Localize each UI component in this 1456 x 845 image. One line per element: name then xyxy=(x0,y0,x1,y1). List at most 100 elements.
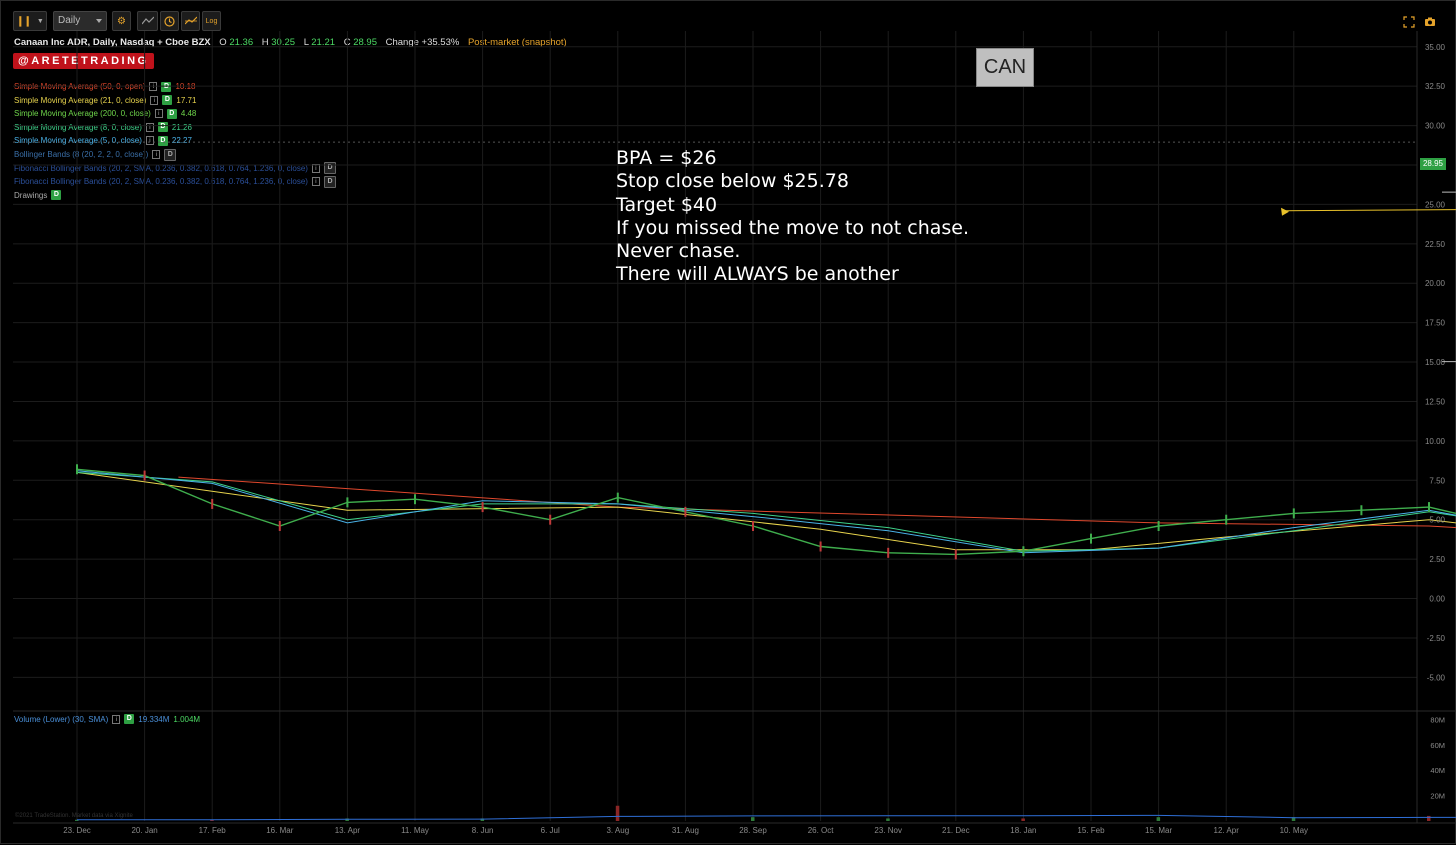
high-label: H xyxy=(261,37,269,48)
x-tick-label: 18. Jan xyxy=(1010,826,1036,835)
indicator-value: 17.71 xyxy=(176,95,197,105)
indicator-label: Bollinger Bands (8 (20, 2, 2, 0, close)) xyxy=(14,150,149,159)
info-icon[interactable]: i xyxy=(152,150,161,159)
volume-tick-label: 40M xyxy=(1430,766,1445,775)
x-tick-label: 3. Aug xyxy=(606,826,629,835)
gear-icon: ⚙ xyxy=(117,15,126,27)
indicator-row[interactable]: Simple Moving Average (50, 0, open) i D 10.… xyxy=(14,81,196,92)
data-badge-icon[interactable]: D xyxy=(124,714,135,724)
y-tick-label: 20.00 xyxy=(1425,279,1446,288)
x-tick-label: 23. Dec xyxy=(63,826,91,835)
indicator-value: 10.18 xyxy=(175,82,196,91)
series-line xyxy=(76,471,1456,552)
y-tick-label: 17.50 xyxy=(1425,319,1446,328)
info-icon[interactable]: i xyxy=(150,95,159,105)
indicator-row[interactable]: Simple Moving Average (21, 0, close) i D 17… xyxy=(14,95,196,106)
data-badge-icon[interactable]: D xyxy=(323,175,336,188)
data-badge-icon[interactable]: D xyxy=(157,122,168,133)
x-tick-label: 21. Dec xyxy=(942,826,970,835)
volume-value: 19.334M xyxy=(138,714,170,724)
data-badge-icon[interactable]: D xyxy=(323,162,336,175)
time-button[interactable] xyxy=(160,11,179,31)
volume-sma-value: 1.004M xyxy=(173,714,201,724)
interval-select[interactable]: Daily xyxy=(53,11,107,31)
indicator-row[interactable]: Fibonacci Bollinger Bands (20, 2, SMA, 0… xyxy=(14,162,336,175)
y-tick-label: 7.50 xyxy=(1429,476,1445,485)
y-tick-label: 15.00 xyxy=(1425,358,1446,367)
volume-sma-line xyxy=(77,814,1456,821)
copyright-text: ©2021 TradeStation. Market data via Xign… xyxy=(15,813,133,819)
camera-icon xyxy=(1425,17,1435,26)
y-tick-label: 35.00 xyxy=(1425,43,1446,52)
info-icon[interactable]: i xyxy=(311,163,320,173)
indicator-row[interactable]: Fibonacci Bollinger Bands (20, 2, SMA, 0… xyxy=(14,175,336,188)
low-label: L xyxy=(303,37,309,48)
symbol-title: Canaan Inc ADR, Daily, Nasdaq + Cboe BZX xyxy=(14,37,211,48)
indicator-value: 22.27 xyxy=(171,136,192,146)
chevron-down-icon xyxy=(96,19,102,23)
data-badge-icon[interactable]: D xyxy=(161,81,172,92)
data-badge-icon[interactable]: D xyxy=(162,95,173,106)
info-icon[interactable]: i xyxy=(311,177,320,187)
x-tick-label: 10. May xyxy=(1280,826,1308,835)
x-tick-label: 26. Oct xyxy=(808,826,835,835)
drawing-tool-button[interactable] xyxy=(181,11,200,31)
snapshot-button[interactable] xyxy=(1424,15,1436,27)
y-tick-label: 10.00 xyxy=(1425,437,1446,446)
data-badge-icon[interactable]: D xyxy=(166,108,177,119)
x-tick-label: 20. Jan xyxy=(131,826,157,835)
note-line: There will ALWAYS be another xyxy=(616,263,899,286)
x-tick-label: 17. Feb xyxy=(199,826,227,835)
data-badge-icon[interactable]: D xyxy=(157,135,168,146)
note-line: BPA = $26 xyxy=(616,147,717,169)
post-market-label: Post-market (snapshot) xyxy=(467,37,567,48)
info-icon[interactable]: i xyxy=(154,109,163,119)
chart-type-button[interactable]: ❙❙ ▼ xyxy=(13,11,47,31)
volume-tick-label: 20M xyxy=(1430,792,1445,801)
close-value: 28.95 xyxy=(353,37,377,48)
info-icon[interactable]: i xyxy=(112,714,121,724)
x-tick-label: 15. Mar xyxy=(1145,826,1172,835)
note-line: If you missed the move to not chase. xyxy=(616,216,970,239)
note-line: Stop close below $25.78 xyxy=(616,170,849,193)
volume-tick-label: 60M xyxy=(1430,741,1445,750)
bars-icon: ❙❙ xyxy=(16,15,32,27)
y-tick-label: -2.50 xyxy=(1427,634,1446,643)
y-tick-label: 12.50 xyxy=(1425,397,1446,406)
x-tick-label: 13. Apr xyxy=(335,826,361,835)
indicator-label: Simple Moving Average (200, 0, close) xyxy=(14,109,151,119)
indicator-row[interactable]: Simple Moving Average (8, 0, close) i D 21.… xyxy=(14,122,192,133)
high-value: 30.25 xyxy=(271,37,296,48)
data-badge-icon[interactable]: D xyxy=(51,190,62,201)
indicator-label: Simple Moving Average (50, 0, open) xyxy=(14,82,146,91)
indicator-button[interactable] xyxy=(137,11,158,31)
indicator-label: Fibonacci Bollinger Bands (20, 2, SMA, 0… xyxy=(14,177,308,187)
indicator-row[interactable]: Simple Moving Average (200, 0, close) i D 4… xyxy=(14,108,196,119)
x-tick-label: 8. Jun xyxy=(472,826,494,835)
indicator-row[interactable]: Simple Moving Average (5, 0, close) i D 22.… xyxy=(14,135,192,146)
clock-icon xyxy=(164,15,175,27)
log-scale-button[interactable]: Log xyxy=(202,11,221,31)
expand-button[interactable] xyxy=(1403,15,1415,28)
info-icon[interactable]: i xyxy=(149,82,158,91)
close-label: C xyxy=(343,37,351,48)
info-icon[interactable]: i xyxy=(145,136,154,146)
indicator-row[interactable]: Bollinger Bands (8 (20, 2, 2, 0, close))… xyxy=(14,148,177,161)
note-line: Never chase. xyxy=(616,240,741,263)
indicator-label: Drawings xyxy=(14,190,48,200)
volume-bar xyxy=(345,818,349,821)
volume-legend: Volume (Lower) (30, SMA) i D 19.334M 1.0… xyxy=(14,714,200,724)
volume-bar xyxy=(75,819,79,821)
trendline-icon xyxy=(184,16,197,25)
symbol-header: Canaan Inc ADR, Daily, Nasdaq + Cboe BZX… xyxy=(14,37,567,48)
settings-button[interactable]: ⚙ xyxy=(112,11,131,31)
x-tick-label: 23. Nov xyxy=(874,826,902,835)
indicator-label: Simple Moving Average (5, 0, close) xyxy=(14,136,142,146)
data-badge-icon[interactable]: D xyxy=(164,148,177,161)
info-icon[interactable]: i xyxy=(145,122,154,132)
line-chart-icon xyxy=(141,16,154,25)
indicator-row[interactable]: Drawings D xyxy=(14,190,62,201)
interval-value: Daily xyxy=(58,15,81,26)
